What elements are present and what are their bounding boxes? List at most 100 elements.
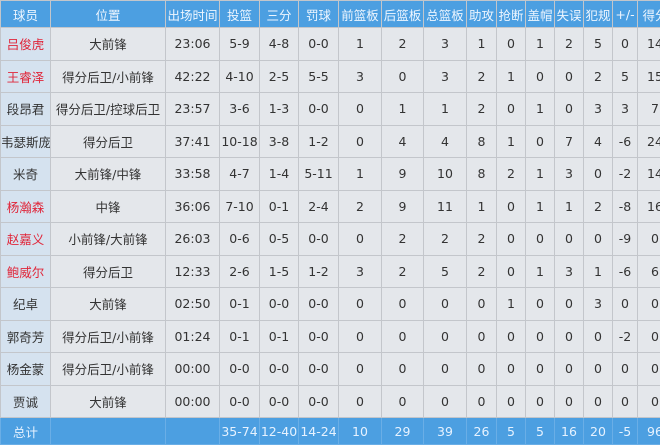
- column-header[interactable]: 位置: [50, 0, 166, 28]
- player-row: 郭奇芳 得分后卫/小前锋 01:24 0-1 0-1 0-0 0 0 0 0 0 0 0 0 -2 0: [0, 319, 660, 353]
- player-name[interactable]: 王睿泽: [0, 59, 51, 93]
- player-name[interactable]: 杨瀚森: [0, 189, 51, 223]
- stat-cell: -2: [612, 157, 638, 191]
- stat-cell: 0: [496, 222, 526, 256]
- stat-cell: 2-6: [219, 254, 260, 288]
- stat-cell: 7: [637, 92, 660, 126]
- stat-cell: 0: [338, 287, 382, 321]
- column-header[interactable]: 前篮板: [338, 0, 382, 28]
- stat-cell: 0: [554, 59, 584, 93]
- stat-cell: 1: [423, 92, 467, 126]
- stat-cell: 23:57: [165, 92, 220, 126]
- stat-cell: 0: [612, 27, 638, 61]
- player-row: 纪卓 大前锋 02:50 0-1 0-0 0-0 0 0 0 0 1 0 0 3 0 0: [0, 287, 660, 321]
- player-name[interactable]: 贾诚: [0, 384, 51, 418]
- stat-cell: 1: [525, 157, 555, 191]
- stat-cell: 0: [496, 384, 526, 418]
- stat-cell: 1: [496, 124, 526, 158]
- total-cell: 29: [381, 417, 424, 445]
- stat-cell: 4-10: [219, 59, 260, 93]
- column-header[interactable]: 后篮板: [381, 0, 424, 28]
- stat-cell: 3: [554, 254, 584, 288]
- stat-cell: 5-9: [219, 27, 260, 61]
- column-header[interactable]: 犯规: [583, 0, 613, 28]
- player-name[interactable]: 杨金蒙: [0, 352, 51, 386]
- stat-cell: 中锋: [50, 189, 166, 223]
- stat-cell: 3: [583, 92, 613, 126]
- stat-cell: -8: [612, 189, 638, 223]
- stat-cell: 得分后卫: [50, 124, 166, 158]
- stat-cell: 00:00: [165, 352, 220, 386]
- player-name[interactable]: 韦瑟斯庞: [0, 124, 51, 158]
- stat-cell: 0: [637, 352, 660, 386]
- stat-cell: 4: [423, 124, 467, 158]
- total-cell: 5: [496, 417, 526, 445]
- player-name[interactable]: 米奇: [0, 157, 51, 191]
- stat-cell: 37:41: [165, 124, 220, 158]
- stat-cell: 0: [338, 319, 382, 353]
- stat-cell: 2-4: [298, 189, 339, 223]
- stat-cell: 8: [466, 157, 497, 191]
- stat-cell: 5: [583, 27, 613, 61]
- stat-cell: 42:22: [165, 59, 220, 93]
- player-name[interactable]: 吕俊虎: [0, 27, 51, 61]
- stat-cell: 0-0: [298, 27, 339, 61]
- stat-cell: 0: [381, 352, 424, 386]
- stat-cell: 8: [466, 124, 497, 158]
- stat-cell: 0-0: [219, 352, 260, 386]
- column-header[interactable]: 投篮: [219, 0, 260, 28]
- column-header[interactable]: 总篮板: [423, 0, 467, 28]
- stat-cell: 36:06: [165, 189, 220, 223]
- stat-cell: 0: [525, 352, 555, 386]
- column-header[interactable]: 盖帽: [525, 0, 555, 28]
- player-name[interactable]: 段昂君: [0, 92, 51, 126]
- stat-cell: 0-0: [298, 319, 339, 353]
- column-header[interactable]: 助攻: [466, 0, 497, 28]
- stat-cell: 0: [525, 319, 555, 353]
- column-header[interactable]: 球员: [0, 0, 51, 28]
- stat-cell: 0: [554, 352, 584, 386]
- stat-cell: 0: [381, 319, 424, 353]
- stat-cell: 得分后卫/控球后卫: [50, 92, 166, 126]
- stat-cell: 0: [466, 319, 497, 353]
- player-name[interactable]: 纪卓: [0, 287, 51, 321]
- stat-cell: 0: [525, 384, 555, 418]
- stat-cell: 1: [525, 27, 555, 61]
- stat-cell: 0: [554, 92, 584, 126]
- stat-cell: 0: [466, 352, 497, 386]
- stat-cell: 23:06: [165, 27, 220, 61]
- column-header[interactable]: 三分: [259, 0, 299, 28]
- stat-cell: 0: [554, 384, 584, 418]
- player-name[interactable]: 鲍威尔: [0, 254, 51, 288]
- stat-cell: 4-8: [259, 27, 299, 61]
- column-header[interactable]: 抢断: [496, 0, 526, 28]
- stat-cell: 0: [423, 287, 467, 321]
- stat-cell: 3: [423, 59, 467, 93]
- stat-cell: 0: [525, 222, 555, 256]
- stat-cell: 2: [466, 222, 497, 256]
- stat-cell: 5-11: [298, 157, 339, 191]
- stat-cell: 12:33: [165, 254, 220, 288]
- stat-cell: 小前锋/大前锋: [50, 222, 166, 256]
- stat-cell: 6: [637, 254, 660, 288]
- column-header[interactable]: 出场时间: [165, 0, 220, 28]
- stat-cell: 1-2: [298, 124, 339, 158]
- stat-cell: 0: [496, 189, 526, 223]
- stat-cell: 4: [381, 124, 424, 158]
- stat-cell: 0: [612, 287, 638, 321]
- column-header[interactable]: +/-: [612, 0, 638, 28]
- stat-cell: 4: [583, 124, 613, 158]
- player-name[interactable]: 赵嘉义: [0, 222, 51, 256]
- column-header[interactable]: 失误: [554, 0, 584, 28]
- stat-cell: 0: [496, 92, 526, 126]
- stat-cell: 0: [612, 352, 638, 386]
- column-header[interactable]: 罚球: [298, 0, 339, 28]
- player-name[interactable]: 郭奇芳: [0, 319, 51, 353]
- stat-cell: 2: [423, 222, 467, 256]
- stat-cell: 3: [612, 92, 638, 126]
- total-cell: 35-74: [219, 417, 260, 445]
- column-header[interactable]: 得分: [637, 0, 660, 28]
- stat-cell: 2: [496, 157, 526, 191]
